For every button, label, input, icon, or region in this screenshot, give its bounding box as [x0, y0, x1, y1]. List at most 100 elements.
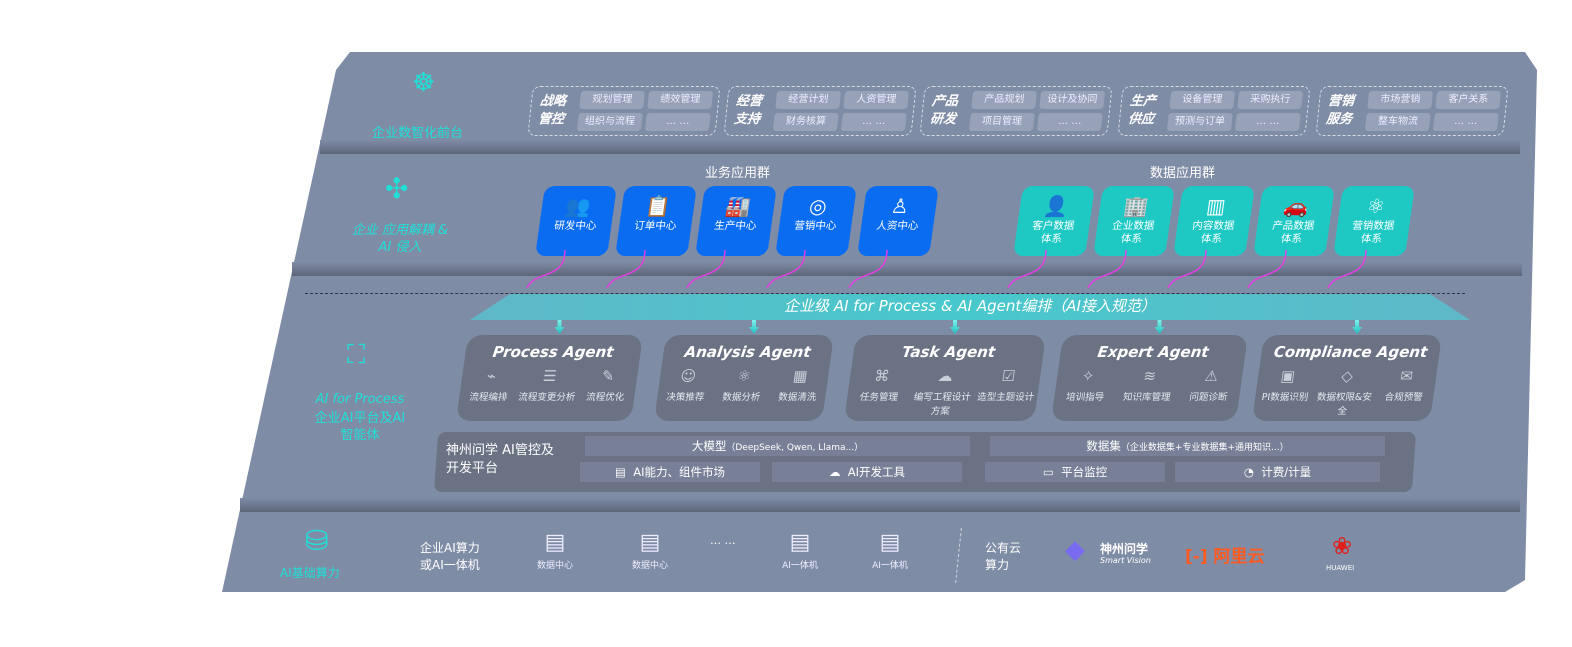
capability-icon: ☁ — [936, 367, 955, 385]
capability-label: 决策推荐 — [665, 392, 706, 403]
capability-icon: ☰ — [541, 367, 558, 385]
capability-icon: ⚛ — [736, 367, 753, 385]
dataset-label: 数据集 — [1086, 439, 1121, 453]
agent-name: Task Agent — [900, 343, 997, 361]
devtools-bar[interactable]: ☁ AI开发工具 — [772, 462, 962, 482]
server-label: 数据中心 — [631, 561, 668, 571]
capability-icon: ≋ — [1142, 367, 1158, 385]
agent-capability: ✎ 流程优化 — [575, 367, 638, 403]
divider — [240, 498, 1520, 512]
down-arrow-icon — [1352, 320, 1362, 334]
group-title: 数据应用群 — [1150, 166, 1216, 181]
server-label: 数据中心 — [536, 561, 573, 571]
platform-title: 神州问学 AI管控及开发平台 — [446, 443, 554, 476]
server-label: AI一体机 — [872, 561, 908, 571]
capability-icon: ⌁ — [485, 367, 498, 385]
layer-label-en: AI for Process — [315, 392, 405, 407]
capability-label: 数据权限&安全 — [1316, 392, 1373, 417]
model-note: （DeepSeek, Qwen, Llama...） — [726, 443, 864, 453]
agent-capability: ☺ 决策推荐 — [657, 367, 717, 403]
ellipsis: … … — [710, 534, 736, 547]
monitor-bar[interactable]: ▭ 平台监控 — [985, 462, 1165, 482]
layer-label: 企业 应用解耦 & AI 侵入 — [351, 223, 449, 255]
smart-vision-logo-icon: ◆ — [1065, 535, 1085, 565]
market-bar[interactable]: ▤ AI能力、组件市场 — [580, 462, 760, 482]
monitor-label: 平台监控 — [1061, 465, 1108, 479]
agent-name: Expert Agent — [1096, 343, 1210, 361]
agent-capability: ⚠ 问题诊断 — [1177, 367, 1243, 403]
dashed-separator — [305, 293, 1465, 294]
vendor-name: 神州问学 — [1100, 542, 1149, 556]
down-arrow-icon — [1154, 320, 1165, 334]
dataset-note: （企业数据集+专业数据集+通用知识...） — [1120, 443, 1289, 453]
down-arrow-icon — [554, 320, 565, 334]
server-icon: ▤ — [639, 530, 661, 555]
capability-icon: ✉ — [1399, 367, 1415, 385]
agent-capability: ✉ 合规预警 — [1371, 367, 1437, 417]
devtools-label: AI开发工具 — [847, 465, 906, 479]
agent-capability: ☰ 流程变更分析 — [517, 367, 580, 403]
agent-card[interactable]: Task Agent ⌘ 任务管理 ☁ 编写工程设计方案 ☑ 造型主题设计 — [843, 335, 1047, 421]
face-scan-icon: ⛶ — [347, 340, 366, 370]
capability-label: 培训指导 — [1065, 392, 1105, 403]
capability-label: 造型主题设计 — [976, 392, 1035, 403]
capability-icon: ✎ — [600, 367, 616, 385]
model-bar: 大模型（DeepSeek, Qwen, Llama...） — [585, 436, 970, 456]
aliyun-logo: [-] 阿里云 — [1185, 547, 1265, 567]
agent-card[interactable]: Analysis Agent ☺ 决策推荐 ⚛ 数据分析 ▦ 数据清洗 — [653, 335, 835, 421]
local-compute-label: 企业AI算力或AI一体机 — [420, 541, 480, 572]
capability-label: 问题诊断 — [1188, 392, 1229, 403]
layer-label: AI基础算力 — [280, 566, 340, 580]
agent-capability: ▣ PI数据识别 — [1253, 367, 1319, 417]
group-title: 业务应用群 — [705, 166, 771, 181]
capability-icon: ⚠ — [1203, 367, 1220, 385]
agent-capability: ◇ 数据权限&安全 — [1312, 367, 1378, 417]
molecule-icon: ✣ — [385, 172, 409, 205]
down-arrow-icon — [749, 320, 759, 334]
divider — [320, 140, 1520, 154]
server-item: ▤ AI一体机 — [865, 530, 915, 571]
layer-label-cn: 企业AI平台及AI智能体 — [314, 411, 406, 443]
server-item: ▤ AI一体机 — [775, 530, 825, 571]
capability-label: 编写工程设计方案 — [912, 392, 972, 417]
agent-capability: ≋ 知识库管理 — [1115, 367, 1181, 403]
server-icon: ▤ — [789, 530, 811, 555]
huawei-logo-icon: ❀ — [1332, 532, 1353, 560]
agent-name: Process Agent — [491, 343, 615, 361]
cloud-compute-label: 公有云算力 — [985, 541, 1022, 572]
capability-label: 流程编排 — [468, 392, 509, 403]
billing-label: 计费/计量 — [1261, 465, 1312, 479]
vendor-name: HUAWEI — [1326, 564, 1355, 572]
brain-icon: ☸ — [412, 68, 436, 98]
capability-icon: ⌘ — [873, 367, 891, 385]
down-arrow-icon — [950, 320, 960, 334]
dataset-bar: 数据集（企业数据集+专业数据集+通用知识...） — [990, 436, 1385, 456]
billing-bar[interactable]: ◔ 计费/计量 — [1175, 462, 1380, 482]
capability-label: 知识库管理 — [1122, 392, 1172, 403]
agent-card[interactable]: Process Agent ⌁ 流程编排 ☰ 流程变更分析 ✎ 流程优化 — [455, 335, 644, 421]
market-label: AI能力、组件市场 — [633, 465, 725, 479]
capability-label: 任务管理 — [859, 392, 899, 403]
vendor-name: Smart Vision — [1100, 556, 1151, 565]
capability-icon: ▦ — [791, 367, 809, 385]
capability-icon: ☑ — [1000, 367, 1017, 385]
agent-capability: ⚛ 数据分析 — [713, 367, 773, 403]
server-item: ▤ 数据中心 — [625, 530, 675, 571]
agent-card[interactable]: Compliance Agent ▣ PI数据识别 ◇ 数据权限&安全 ✉ 合规预警 — [1251, 335, 1443, 421]
agent-capability: ▦ 数据清洗 — [769, 367, 829, 403]
agent-card[interactable]: Expert Agent ✧ 培训指导 ≋ 知识库管理 ⚠ 问题诊断 — [1050, 335, 1249, 421]
agent-capability: ✧ 培训指导 — [1054, 367, 1120, 403]
capability-label: 流程优化 — [585, 392, 625, 403]
capability-icon: ☺ — [679, 367, 698, 385]
divider — [292, 262, 1522, 276]
capability-icon: ✧ — [1080, 367, 1096, 385]
agent-capability: ☁ 编写工程设计方案 — [908, 367, 978, 417]
server-icon: ▤ — [544, 530, 566, 555]
capability-icon: ▣ — [1279, 367, 1297, 385]
layer-label: 企业数智化前台 — [372, 126, 464, 141]
agent-name: Compliance Agent — [1272, 343, 1429, 361]
server-label: AI一体机 — [782, 561, 818, 571]
vendor-name: 阿里云 — [1213, 547, 1265, 567]
capability-label: 数据分析 — [721, 392, 762, 403]
